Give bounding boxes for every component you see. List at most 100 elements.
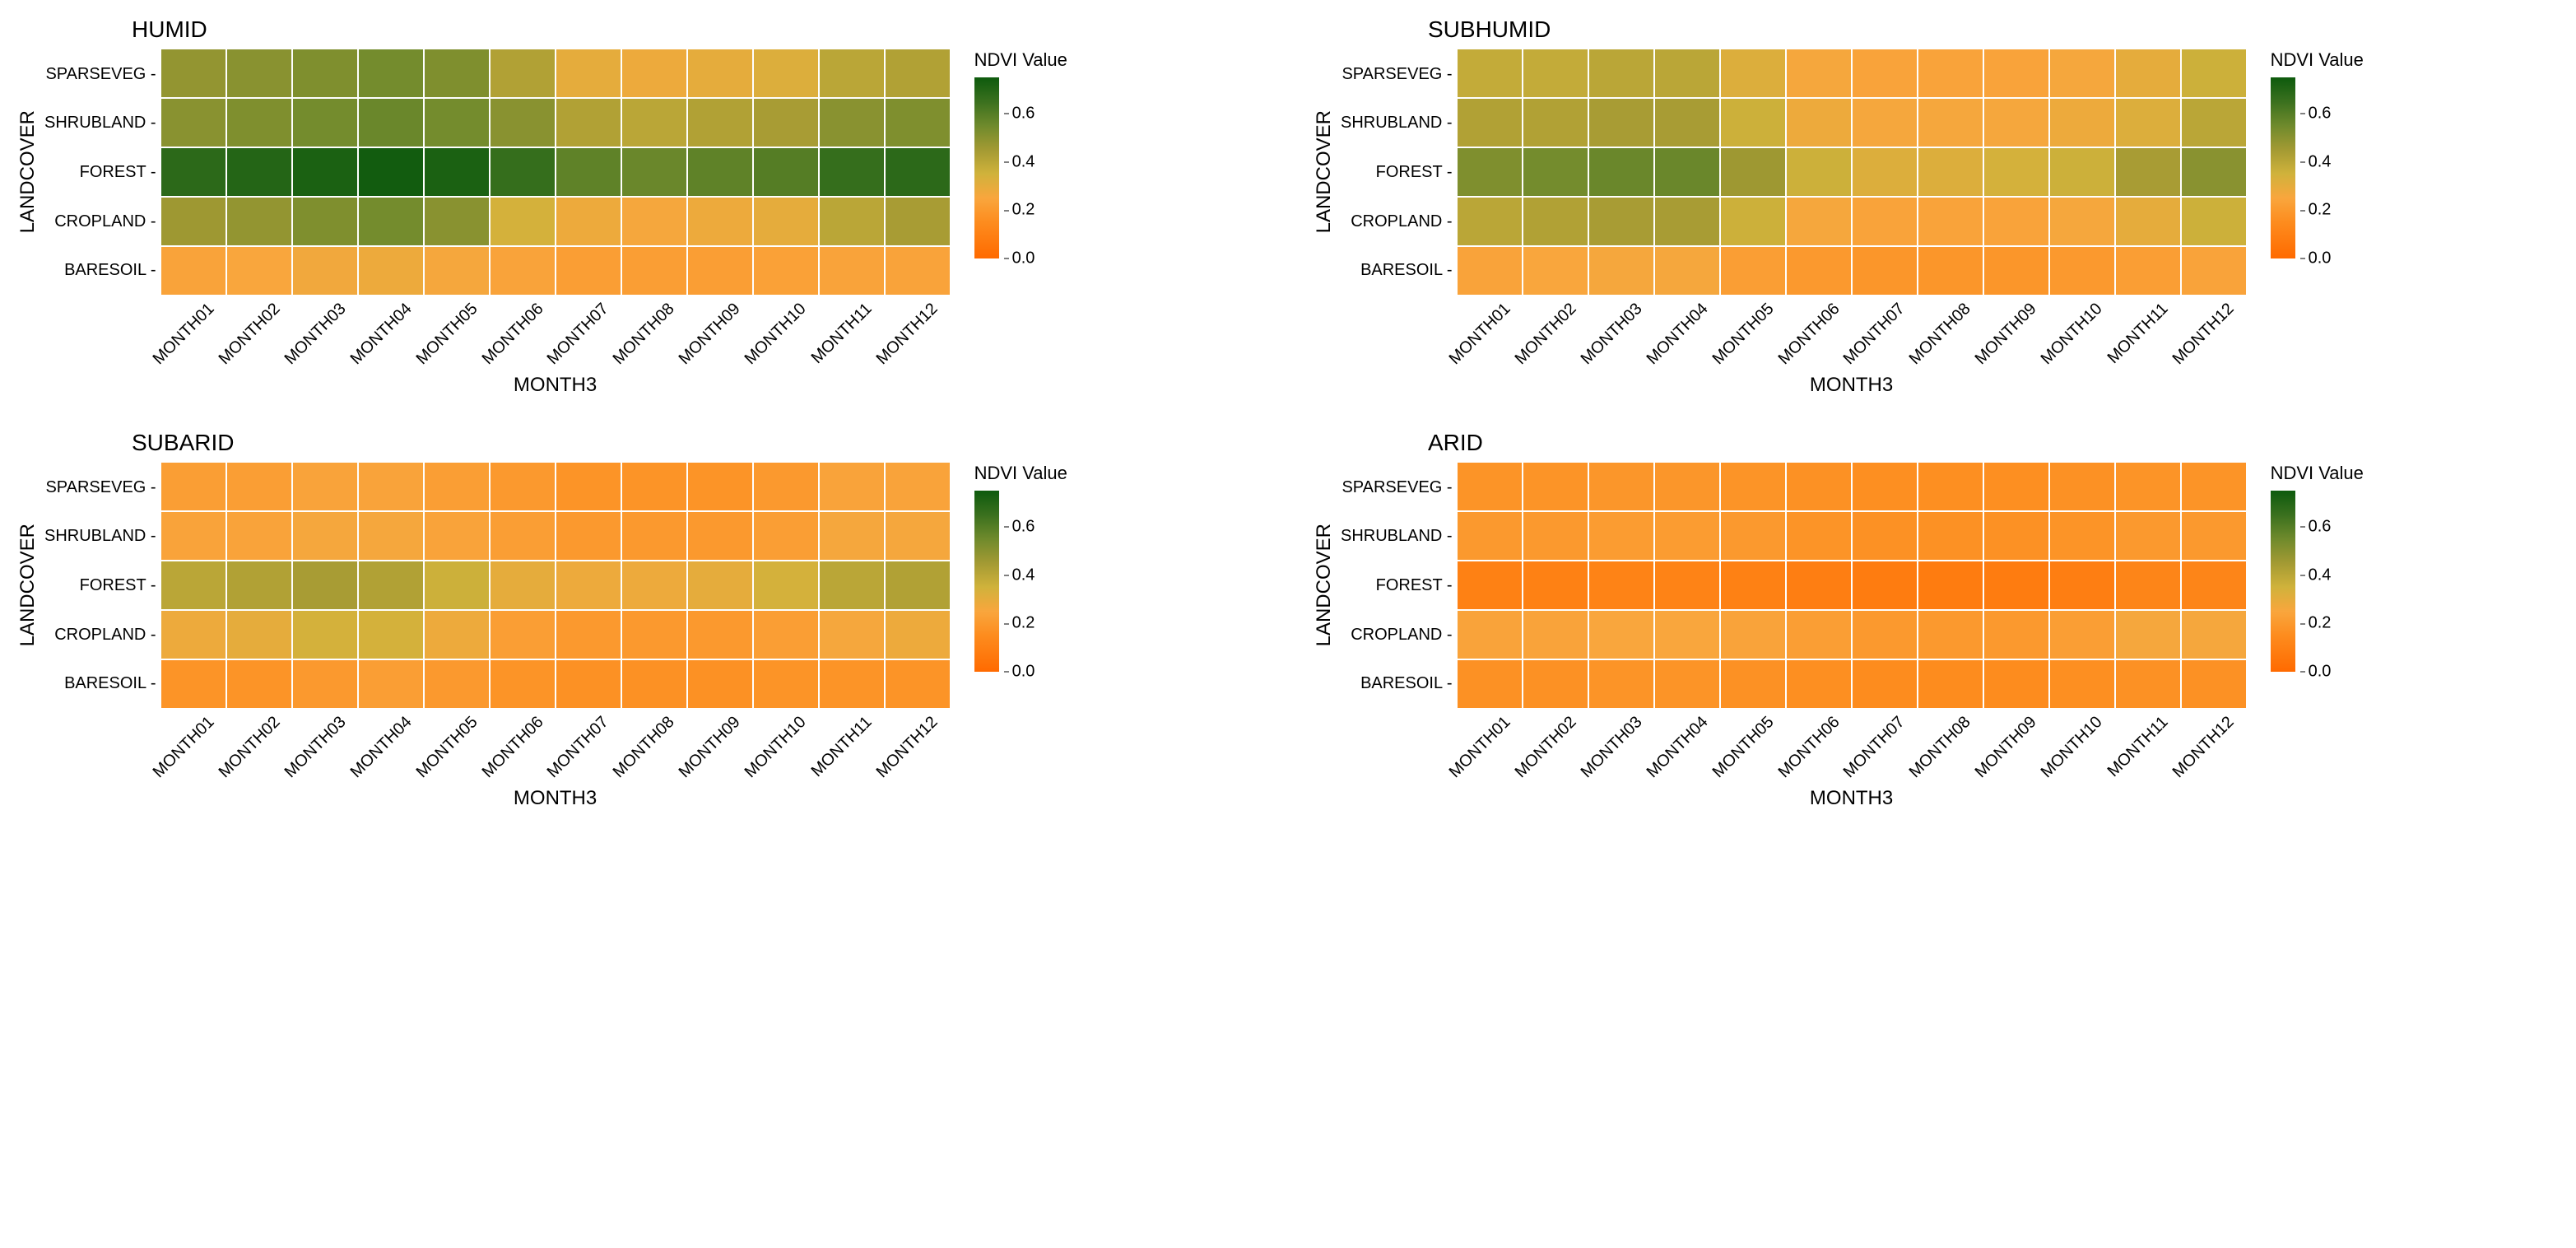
- heatmap-cell: [820, 611, 884, 659]
- x-axis-title: MONTH3: [1458, 787, 2246, 810]
- y-axis-title: LANDCOVER: [16, 524, 40, 646]
- heatmap-cell: [2050, 99, 2114, 147]
- heatmap-cell: [1984, 512, 2048, 560]
- heatmap-cell: [1523, 198, 1588, 245]
- y-tick: SPARSEVEG -: [44, 66, 156, 82]
- heatmap-cell: [1853, 660, 1917, 708]
- heatmap-cell: [1984, 99, 2048, 147]
- y-tick: BARESOIL -: [1341, 262, 1453, 278]
- heatmap-cell: [425, 198, 489, 245]
- y-tick: CROPLAND -: [44, 626, 156, 643]
- heatmap-cell: [754, 660, 818, 708]
- heatmap-cell: [2182, 247, 2246, 295]
- heatmap-cell: [688, 660, 752, 708]
- heatmap-cell: [754, 247, 818, 295]
- heatmap-cell: [2182, 512, 2246, 560]
- heatmap-cell: [1787, 247, 1851, 295]
- heatmap-cell: [1589, 660, 1653, 708]
- legend: NDVI Value0.00.20.40.6: [2271, 463, 2364, 672]
- heatmap-cell: [1984, 463, 2048, 510]
- x-axis-title: MONTH3: [161, 787, 950, 810]
- heatmap-cell: [1787, 198, 1851, 245]
- heatmap-cell: [556, 99, 621, 147]
- heatmap-cell: [359, 148, 423, 196]
- y-tick: SHRUBLAND -: [1341, 528, 1453, 544]
- heatmap-cell: [1787, 49, 1851, 97]
- heatmap-cell: [491, 49, 555, 97]
- heatmap-cell: [2116, 660, 2180, 708]
- heatmap-cell: [1853, 611, 1917, 659]
- legend-tick: 0.4: [1004, 152, 1035, 171]
- heatmap-cell: [1589, 561, 1653, 609]
- heatmap-cell: [2116, 611, 2180, 659]
- heatmap-cell: [886, 463, 950, 510]
- panel-humid: HUMID LANDCOVERSPARSEVEG -SHRUBLAND -FORE…: [16, 16, 1263, 397]
- heatmap-cell: [1458, 99, 1522, 147]
- heatmap-cell: [1787, 660, 1851, 708]
- panel-body: LANDCOVERSPARSEVEG -SHRUBLAND -FOREST -C…: [16, 49, 1263, 397]
- heatmap-cell: [820, 198, 884, 245]
- heatmap-cell: [293, 148, 357, 196]
- heatmap-cell: [1523, 611, 1588, 659]
- heatmap-cell: [820, 99, 884, 147]
- heatmap-cell: [1918, 99, 1983, 147]
- heatmap-cell: [491, 198, 555, 245]
- panel-body: LANDCOVERSPARSEVEG -SHRUBLAND -FOREST -C…: [1313, 49, 2560, 397]
- heatmap-cell: [1787, 148, 1851, 196]
- heatmap: [1458, 49, 2246, 295]
- heatmap-cell: [688, 611, 752, 659]
- heatmap: [161, 463, 950, 708]
- heatmap-cell: [1853, 49, 1917, 97]
- colorbar: [2271, 491, 2295, 672]
- heatmap-cell: [161, 247, 226, 295]
- heatmap-cell: [754, 512, 818, 560]
- heatmap-cell: [1984, 611, 2048, 659]
- heatmap-cell: [359, 99, 423, 147]
- heatmap-cell: [2182, 148, 2246, 196]
- heatmap-cell: [1984, 660, 2048, 708]
- heatmap-cell: [1787, 512, 1851, 560]
- panel-title: HUMID: [132, 16, 1263, 43]
- heat-wrap: MONTH01MONTH02MONTH03MONTH04MONTH05MONTH…: [161, 463, 950, 810]
- legend-tick: 0.0: [2300, 663, 2332, 682]
- heatmap-cell: [1655, 660, 1719, 708]
- y-tick: BARESOIL -: [1341, 675, 1453, 692]
- heatmap-cell: [161, 49, 226, 97]
- heatmap-cell: [491, 148, 555, 196]
- heatmap-cell: [1787, 99, 1851, 147]
- heatmap-cell: [2116, 247, 2180, 295]
- heatmap-cell: [2116, 148, 2180, 196]
- heatmap-cell: [886, 99, 950, 147]
- heatmap-cell: [1721, 148, 1785, 196]
- y-tick: FOREST -: [1341, 164, 1453, 180]
- heatmap-cell: [556, 247, 621, 295]
- heatmap-cell: [820, 247, 884, 295]
- legend-title: NDVI Value: [2271, 49, 2364, 71]
- heatmap-cell: [1458, 49, 1522, 97]
- legend-body: 0.00.20.40.6: [2271, 491, 2300, 672]
- heatmap-cell: [1458, 561, 1522, 609]
- heatmap-cell: [556, 463, 621, 510]
- heatmap-cell: [1721, 561, 1785, 609]
- heatmap-cell: [688, 198, 752, 245]
- heatmap-cell: [2116, 561, 2180, 609]
- heatmap-cell: [2182, 611, 2246, 659]
- heatmap-cell: [1721, 611, 1785, 659]
- heatmap-cell: [1655, 463, 1719, 510]
- heatmap-cell: [2116, 49, 2180, 97]
- heatmap-cell: [1918, 611, 1983, 659]
- heatmap-cell: [425, 99, 489, 147]
- heatmap-cell: [2116, 198, 2180, 245]
- heatmap-cell: [1655, 49, 1719, 97]
- heatmap-cell: [2182, 660, 2246, 708]
- colorbar: [2271, 77, 2295, 258]
- y-tick: BARESOIL -: [44, 675, 156, 692]
- heatmap-cell: [622, 49, 686, 97]
- heat-wrap: MONTH01MONTH02MONTH03MONTH04MONTH05MONTH…: [1458, 463, 2246, 810]
- heatmap-cell: [359, 198, 423, 245]
- heatmap-cell: [1853, 512, 1917, 560]
- heatmap-cell: [886, 512, 950, 560]
- heatmap-cell: [359, 247, 423, 295]
- heatmap-cell: [1984, 148, 2048, 196]
- heatmap-cell: [1655, 512, 1719, 560]
